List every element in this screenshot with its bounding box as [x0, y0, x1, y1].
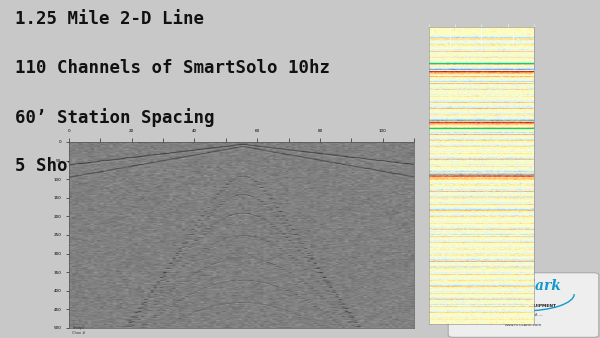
Text: — INC.  Est.  USA —: — INC. Est. USA —	[504, 313, 542, 317]
Text: 110 Channels of SmartSolo 10hz: 110 Channels of SmartSolo 10hz	[15, 59, 330, 77]
FancyBboxPatch shape	[448, 273, 599, 337]
Text: 1.25 Mile 2-D Line: 1.25 Mile 2-D Line	[15, 10, 204, 28]
Text: Shotpt
Chan #: Shotpt Chan #	[73, 326, 86, 335]
Text: GEOPHYSICAL EQUIPMENT: GEOPHYSICAL EQUIPMENT	[491, 304, 556, 308]
Text: R.T. Clark: R.T. Clark	[485, 279, 562, 293]
Text: 5 Shots Per Station.: 5 Shots Per Station.	[15, 157, 225, 175]
Text: 60’ Station Spacing: 60’ Station Spacing	[15, 108, 215, 127]
Text: www.RTCLARK.com: www.RTCLARK.com	[505, 323, 542, 327]
